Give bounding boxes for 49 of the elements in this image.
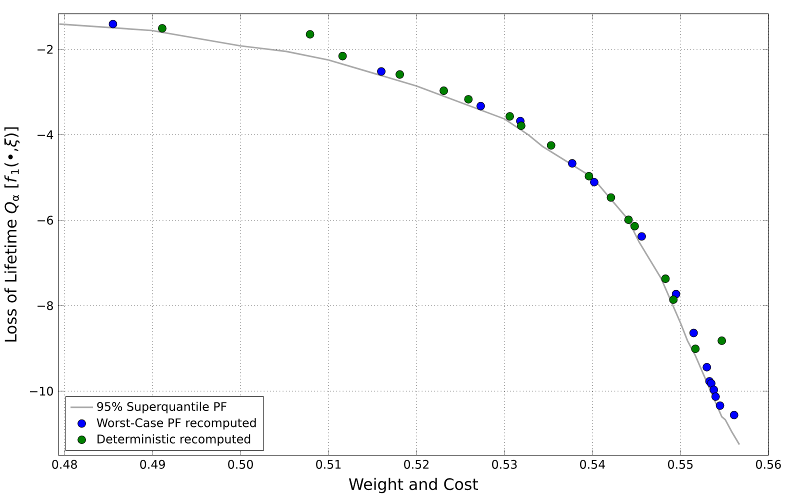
point	[158, 24, 166, 33]
x-tick-label: 0.52	[404, 460, 429, 470]
legend-label: Worst-Case PF recomputed	[96, 418, 256, 430]
point	[546, 141, 556, 150]
x-tick-label: 0.53	[492, 460, 517, 470]
point	[730, 411, 738, 420]
x-tick-label: 0.55	[668, 460, 693, 470]
point	[568, 159, 576, 168]
point	[661, 274, 670, 284]
y-tick-label: −2	[38, 45, 53, 54]
point	[669, 296, 678, 304]
x-tick-label: 0.49	[140, 460, 165, 470]
y-tick-label: −10	[30, 386, 53, 396]
point	[606, 194, 616, 202]
point	[476, 102, 485, 111]
point	[306, 30, 314, 39]
x-tick-label: 0.48	[52, 460, 77, 470]
point	[718, 336, 726, 346]
x-tick-label: 0.56	[756, 460, 781, 470]
y-tick-label: −6	[38, 216, 54, 225]
y-tick-label: −8	[38, 301, 53, 310]
x-tick-label: 0.54	[580, 460, 605, 470]
point	[590, 178, 598, 187]
point	[506, 112, 514, 121]
point	[702, 363, 712, 372]
point	[691, 344, 700, 354]
y-tick-label: −4	[38, 130, 54, 140]
legend-label: Deterministic recomputed	[98, 434, 250, 446]
point	[716, 402, 724, 410]
point	[338, 52, 347, 61]
point	[464, 95, 473, 104]
point	[440, 86, 448, 96]
point	[689, 329, 698, 338]
line-series	[58, 24, 740, 446]
x-tick-label: 0.50	[228, 460, 253, 470]
point	[630, 222, 639, 231]
x-tick-label: 0.51	[316, 460, 341, 470]
point	[396, 70, 404, 79]
point	[108, 20, 118, 29]
point	[638, 232, 646, 241]
text: Loss of Lifetime Q$_{α}$ [f$_{1}$(•,ξ)]	[4, 128, 20, 342]
point	[624, 216, 633, 224]
legend-label: 95% Superquantile PF	[97, 402, 226, 414]
x-axis-title: Weight and Cost	[348, 478, 478, 494]
point	[710, 386, 718, 394]
point	[584, 172, 594, 181]
point	[711, 392, 720, 402]
point	[516, 122, 526, 130]
point	[377, 68, 386, 76]
